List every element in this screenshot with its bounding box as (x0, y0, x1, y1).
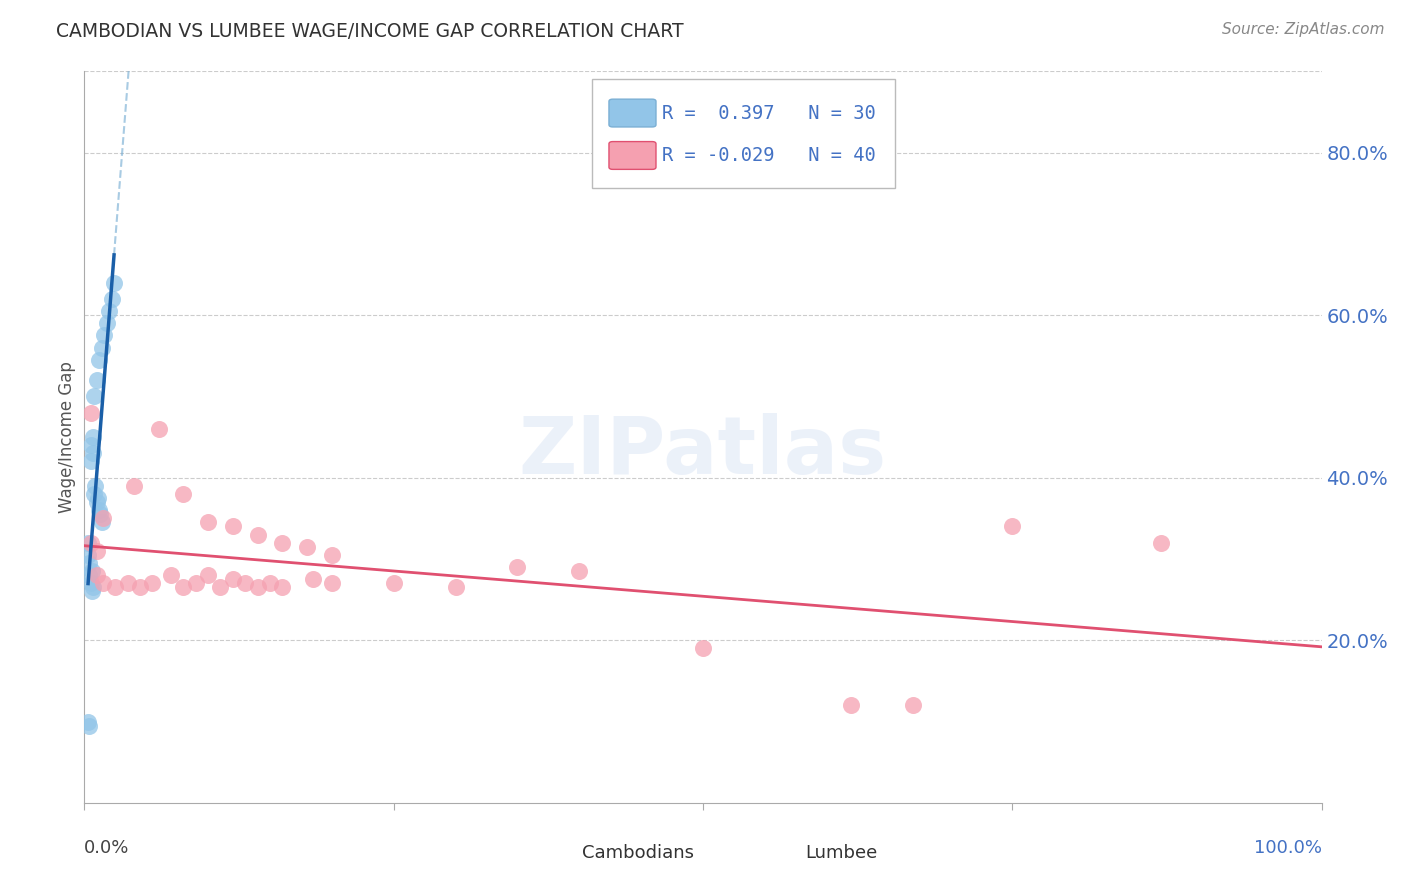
Point (79, 438, 101, 452)
Point (79, 576, 101, 591)
Text: ZIPatlas: ZIPatlas (519, 413, 887, 491)
Point (222, 572, 245, 586)
Point (692, 641, 714, 656)
Point (82, 581, 104, 595)
Point (79, 454, 101, 468)
Point (90, 341, 112, 355)
Text: 0.0%: 0.0% (84, 839, 129, 857)
FancyBboxPatch shape (609, 142, 657, 169)
Point (86, 373, 108, 387)
Point (382, 576, 405, 591)
Point (83, 389, 105, 403)
Point (841, 698, 863, 713)
Point (246, 527, 269, 541)
Text: Source: ZipAtlas.com: Source: ZipAtlas.com (1222, 22, 1385, 37)
Point (903, 698, 925, 713)
Point (129, 581, 152, 595)
Point (197, 568, 219, 582)
Point (172, 487, 194, 501)
Point (79, 535, 101, 549)
Point (77, 548, 100, 562)
Point (89, 503, 111, 517)
Point (160, 568, 183, 582)
Point (100, 292, 122, 306)
Point (271, 535, 294, 549)
Point (172, 581, 194, 595)
Point (87, 491, 110, 505)
Point (233, 576, 256, 591)
Point (86, 544, 108, 558)
Point (506, 560, 529, 574)
FancyBboxPatch shape (609, 99, 657, 127)
FancyBboxPatch shape (755, 840, 800, 866)
Point (79, 556, 101, 570)
Point (321, 548, 343, 562)
Point (184, 576, 207, 591)
Point (117, 576, 139, 591)
Point (90, 516, 112, 530)
Point (209, 581, 232, 595)
Point (93, 328, 115, 343)
Point (222, 519, 245, 533)
Point (103, 276, 125, 290)
Point (321, 576, 343, 591)
Point (82, 430, 104, 444)
Point (271, 581, 294, 595)
Point (444, 581, 467, 595)
Point (259, 576, 281, 591)
FancyBboxPatch shape (533, 840, 576, 866)
Point (104, 581, 127, 595)
Point (86, 568, 108, 582)
Point (295, 540, 318, 554)
Point (302, 572, 325, 586)
Y-axis label: Wage/Income Gap: Wage/Income Gap (58, 361, 76, 513)
FancyBboxPatch shape (592, 78, 894, 188)
Point (91, 576, 114, 591)
Point (96, 316, 118, 330)
Point (77, 714, 100, 729)
Text: Lumbee: Lumbee (806, 844, 877, 862)
Text: CAMBODIAN VS LUMBEE WAGE/INCOME GAP CORRELATION CHART: CAMBODIAN VS LUMBEE WAGE/INCOME GAP CORR… (56, 22, 683, 41)
Point (86, 495, 108, 509)
Point (79, 568, 101, 582)
Point (98, 304, 121, 318)
Point (122, 479, 145, 493)
Point (197, 516, 219, 530)
Point (80, 584, 103, 599)
Point (89, 352, 111, 367)
Point (77, 535, 100, 549)
Point (141, 576, 163, 591)
Point (1001, 519, 1024, 533)
Point (246, 581, 269, 595)
Point (82, 446, 104, 460)
Point (83, 487, 105, 501)
Point (568, 564, 591, 578)
Point (84, 479, 107, 493)
Text: Cambodians: Cambodians (582, 844, 693, 862)
Point (148, 422, 170, 436)
Text: 100.0%: 100.0% (1254, 839, 1322, 857)
Point (79, 406, 101, 420)
Text: R = -0.029   N = 40: R = -0.029 N = 40 (662, 146, 876, 165)
Point (79, 718, 101, 732)
Point (89, 508, 111, 522)
Point (91, 511, 114, 525)
Point (80, 564, 103, 578)
Text: R =  0.397   N = 30: R = 0.397 N = 30 (662, 103, 876, 122)
Point (1150, 535, 1173, 549)
